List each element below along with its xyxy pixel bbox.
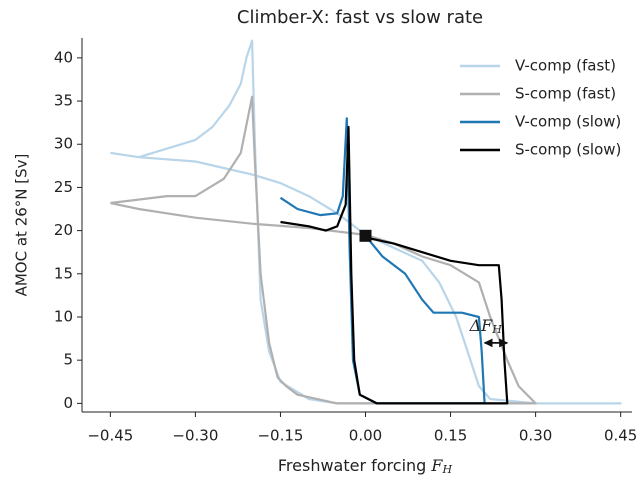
x-axis-label: Freshwater forcing FH <box>278 456 453 477</box>
y-tick-label: 40 <box>54 48 73 66</box>
series-line <box>110 39 622 405</box>
x-axis-symbol: F <box>430 456 443 475</box>
y-tick-label: 20 <box>54 221 73 239</box>
y-tick-label: 25 <box>54 178 73 196</box>
y-tick-label: 10 <box>54 307 73 325</box>
x-tick-label: 0.00 <box>349 427 382 445</box>
series-line <box>110 95 537 405</box>
y-tick-label: 35 <box>54 92 73 110</box>
x-axis-label-text: Freshwater forcing <box>278 456 426 475</box>
y-tick-label: 15 <box>54 264 73 282</box>
x-tick-label: −0.15 <box>257 427 303 445</box>
x-tick-label: −0.45 <box>87 427 133 445</box>
chart-title: Climber-X: fast vs slow rate <box>237 7 483 28</box>
series-line <box>280 125 509 405</box>
y-axis-label: AMOC at 26°N [Sv] <box>13 154 31 297</box>
delta-text: ΔF <box>469 315 494 334</box>
x-axis-subscript: H <box>442 463 453 476</box>
x-tick-label: 0.30 <box>519 427 552 445</box>
legend-label: V-comp (slow) <box>515 113 621 131</box>
state-marker <box>359 229 372 242</box>
y-tick-label: 5 <box>63 351 73 369</box>
y-tick-label: 30 <box>54 135 73 153</box>
x-tick-label: 0.45 <box>604 427 637 445</box>
delta-subscript: H <box>491 323 502 336</box>
y-tick-label: 0 <box>63 394 73 412</box>
legend-label: S-comp (fast) <box>515 85 616 103</box>
x-tick-label: −0.30 <box>172 427 218 445</box>
delta-annotation: ΔFH <box>469 315 503 336</box>
x-tick-label: 0.15 <box>434 427 467 445</box>
legend-label: S-comp (slow) <box>515 141 621 159</box>
legend-label: V-comp (fast) <box>515 57 616 75</box>
